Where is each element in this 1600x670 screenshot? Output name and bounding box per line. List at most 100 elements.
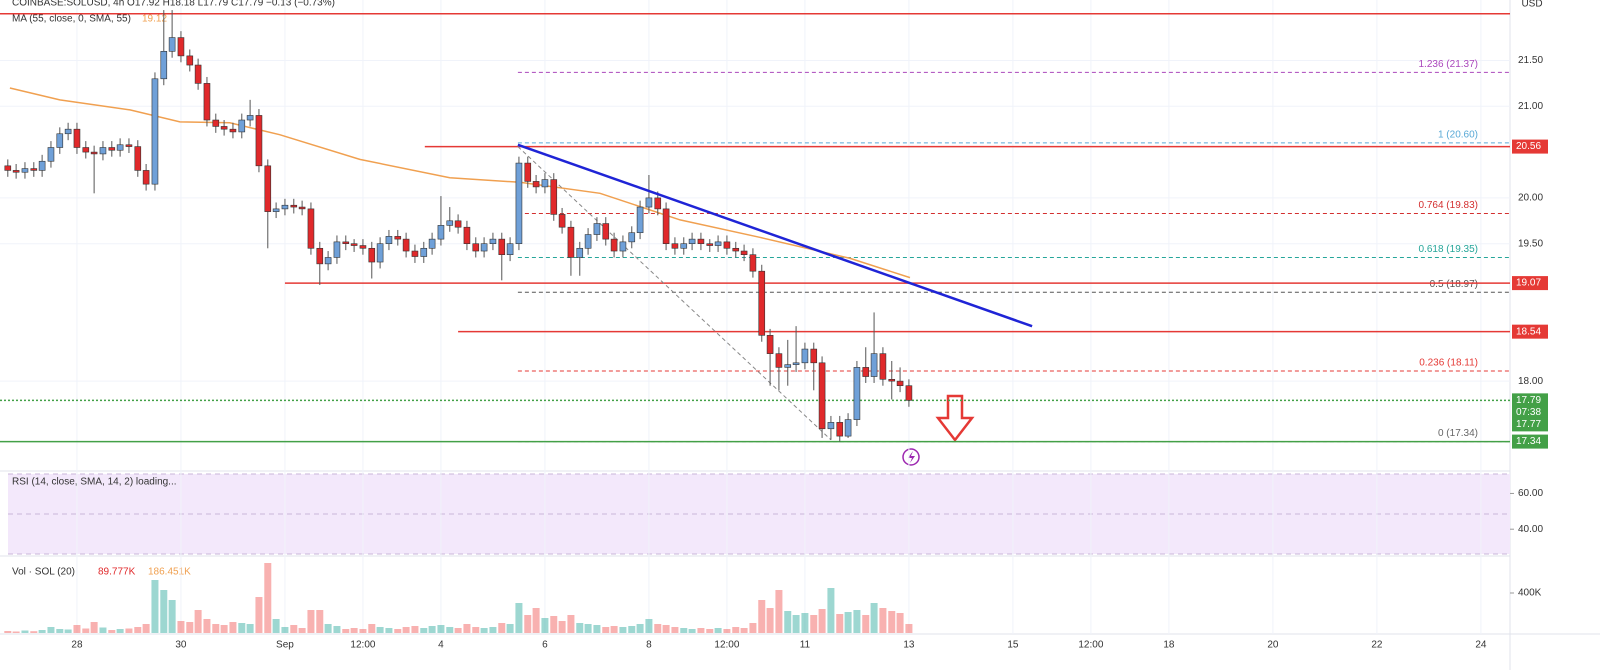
candle-body (446, 220, 454, 226)
volume-bar (619, 627, 627, 633)
candle-body (264, 165, 272, 212)
volume-bar (255, 597, 263, 633)
candle-body (38, 160, 46, 171)
volume-bar (844, 612, 852, 633)
candle-body (437, 225, 445, 240)
volume-bar (116, 629, 124, 633)
volume-bar (246, 624, 254, 633)
x-tick-label: 24 (1475, 640, 1487, 651)
candle-body (680, 243, 688, 249)
candle-body (792, 362, 800, 365)
candle-body (480, 243, 488, 252)
volume-bar (290, 625, 298, 633)
volume-bar (593, 625, 601, 633)
candle-body (862, 367, 870, 377)
candle-body (879, 353, 887, 380)
candle-body (428, 238, 436, 249)
candle-body (472, 243, 480, 252)
candle-body (706, 243, 714, 246)
volume-bar (316, 610, 324, 633)
candle-body (524, 162, 532, 182)
volume-bar (333, 626, 341, 633)
volume-bar (272, 619, 280, 633)
volume-bar (64, 629, 72, 633)
volume-bar (376, 627, 384, 633)
candle-body (463, 226, 471, 245)
symbol-header: COINBASE:SOLUSD, 4h O17.92 H18.18 L17.79… (12, 0, 335, 9)
volume-bar (870, 603, 878, 633)
volume-bar (740, 628, 748, 633)
candle-body (558, 214, 566, 228)
ma-legend: MA (55, close, 0, SMA, 55) (12, 14, 131, 25)
candle-body (758, 270, 766, 336)
fib-label: 0.764 (19.83) (1419, 200, 1479, 211)
candle-body (853, 367, 861, 420)
candle-body (593, 223, 601, 235)
volume-bar (281, 627, 289, 633)
volume-bar (688, 629, 696, 633)
volume-bar (714, 628, 722, 633)
candle-body (732, 247, 740, 252)
volume-bar (264, 563, 272, 633)
candle-body (662, 208, 670, 245)
y-tick-label: 19.50 (1518, 238, 1543, 249)
x-tick-label: 4 (438, 640, 444, 651)
fib-label: 0.5 (18.97) (1430, 279, 1478, 290)
candle-body (619, 241, 627, 252)
candle-body (385, 236, 393, 245)
candle-body (610, 238, 618, 252)
candle-body (368, 247, 376, 263)
volume-bar (810, 615, 818, 633)
ma-last-value: 19.12 (142, 14, 167, 25)
x-tick-label: 30 (175, 640, 187, 651)
volume-average: 186.451K (148, 567, 191, 578)
candle-body (220, 126, 228, 130)
volume-bar (662, 625, 670, 633)
volume-bar (73, 625, 81, 633)
volume-bar (90, 622, 98, 633)
candle-body (740, 250, 748, 255)
volume-bar (324, 624, 332, 633)
candle-body (628, 232, 636, 243)
volume-bar (186, 622, 194, 633)
volume-bar (888, 611, 896, 633)
volume-bar (212, 624, 220, 633)
volume-bar (342, 629, 350, 633)
candle-body (47, 147, 55, 162)
candle-body (420, 247, 428, 257)
candle-body (246, 115, 254, 121)
candle-body (99, 147, 107, 155)
volume-bar (160, 590, 168, 633)
volume-legend: Vol · SOL (20) (12, 567, 75, 578)
volume-bar (758, 600, 766, 633)
moving-average (9, 87, 911, 279)
x-tick-label: 11 (800, 640, 811, 651)
rsi-tick-label: 60.00 (1518, 488, 1543, 499)
volume-bar (784, 611, 792, 633)
candle-body (160, 51, 168, 80)
volume-tick-label: 400K (1518, 588, 1542, 599)
candle-body (350, 243, 358, 246)
candle-body (567, 226, 575, 258)
candle-body (827, 422, 835, 430)
candle-body (818, 362, 826, 430)
price-tag (1512, 139, 1548, 154)
x-tick-label: 12:00 (350, 640, 375, 651)
price-tag (1512, 393, 1548, 420)
candle-body (688, 238, 696, 245)
y-tick-label: 21.50 (1518, 55, 1543, 66)
candle-body (108, 147, 116, 151)
volume-bar (576, 623, 584, 633)
volume-bar (723, 629, 731, 633)
candle-body (870, 353, 878, 377)
candle-body (255, 115, 263, 167)
candle-body (498, 238, 506, 255)
candle-body (723, 241, 731, 249)
y-tick-label: 20.00 (1518, 193, 1543, 204)
volume-bar (350, 628, 358, 633)
candle-body (281, 204, 289, 210)
volume-bar (584, 624, 592, 633)
x-tick-label: 22 (1371, 640, 1383, 651)
